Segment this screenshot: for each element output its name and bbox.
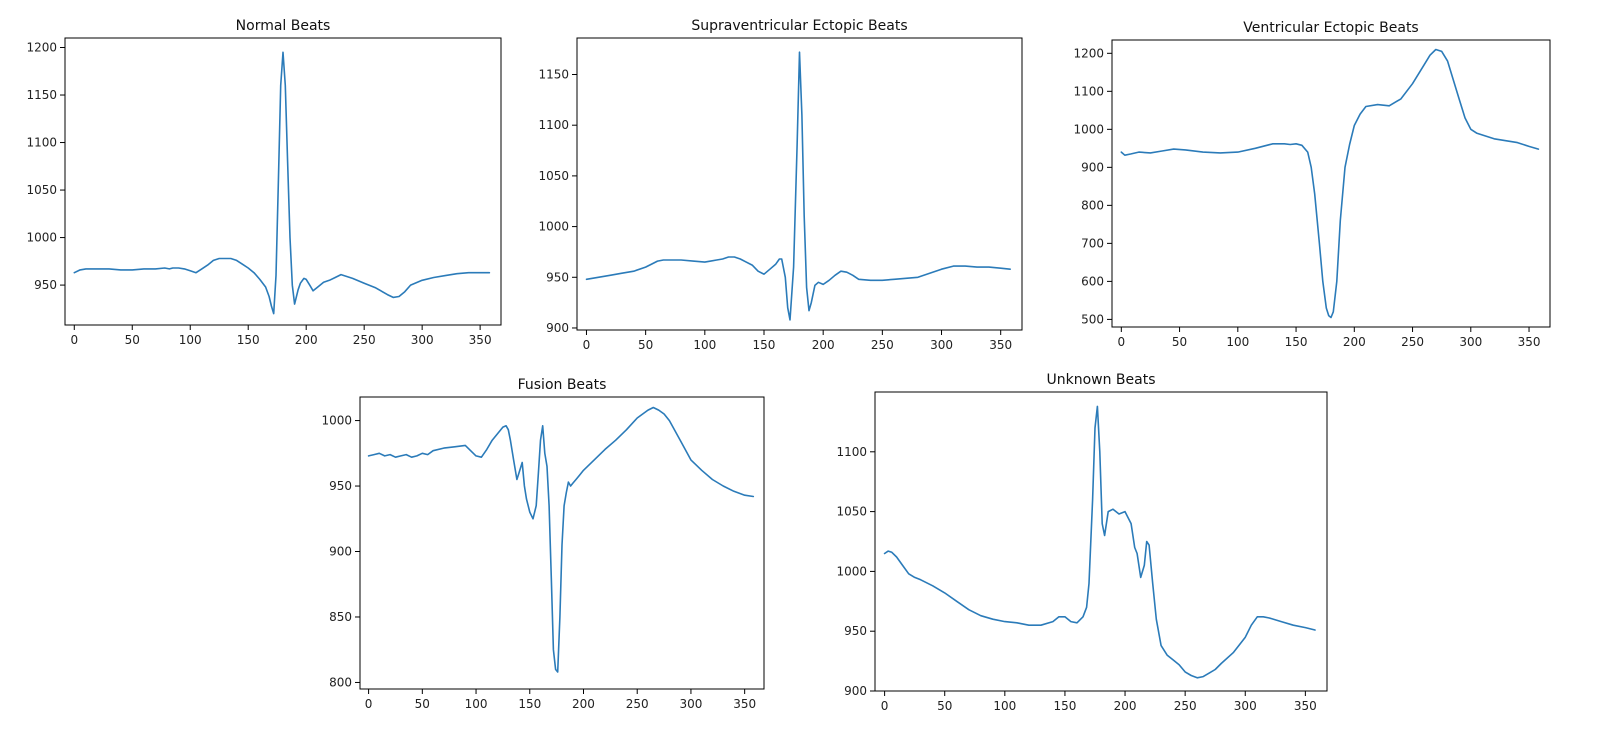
subplot-5: Unknown Beats 0 50 100 150 200 250 300 350 900 950… bbox=[836, 372, 1328, 713]
x-tick-label: 150 bbox=[237, 333, 260, 347]
y-tick-label: 800 bbox=[1081, 198, 1104, 212]
y-tick-label: 900 bbox=[1081, 160, 1104, 174]
y-tick-label: 500 bbox=[1081, 312, 1104, 326]
y-tick-label: 1050 bbox=[836, 505, 867, 519]
y-tick-label: 1000 bbox=[538, 220, 569, 234]
series-line bbox=[883, 405, 1316, 679]
y-tick-label: 1100 bbox=[538, 118, 569, 132]
y-tick-label: 800 bbox=[329, 675, 352, 689]
y-tick-label: 1000 bbox=[836, 564, 867, 578]
x-tick-label: 150 bbox=[753, 338, 776, 352]
y-tick-label: 1150 bbox=[538, 68, 569, 82]
x-tick-label: 350 bbox=[1294, 699, 1317, 713]
x-tick-label: 200 bbox=[572, 697, 595, 711]
y-tick-label: 950 bbox=[329, 479, 352, 493]
y-tick-label: 700 bbox=[1081, 236, 1104, 250]
x-tick-label: 200 bbox=[1114, 699, 1137, 713]
y-tick-label: 1000 bbox=[26, 231, 57, 245]
x-tick-label: 0 bbox=[583, 338, 591, 352]
y-tick-label: 900 bbox=[844, 684, 867, 698]
x-tick-label: 150 bbox=[518, 697, 541, 711]
y-tick-label: 1200 bbox=[1073, 46, 1104, 60]
y-tick-label: 1200 bbox=[26, 41, 57, 55]
x-tick-label: 150 bbox=[1053, 699, 1076, 713]
x-tick-label: 250 bbox=[626, 697, 649, 711]
axes-frame bbox=[576, 37, 1023, 331]
x-tick-label: 250 bbox=[1401, 335, 1424, 349]
x-tick-label: 350 bbox=[733, 697, 756, 711]
y-tick-label: 600 bbox=[1081, 274, 1104, 288]
x-tick-label: 50 bbox=[125, 333, 140, 347]
x-tick-label: 250 bbox=[1174, 699, 1197, 713]
series-line bbox=[585, 51, 1011, 321]
subplot-2: Supraventricular Ectopic Beats 0 50 100 150 2… bbox=[538, 18, 1023, 352]
chart-title: Normal Beats bbox=[236, 18, 331, 34]
x-tick-label: 200 bbox=[812, 338, 835, 352]
axes-frame bbox=[359, 396, 765, 690]
x-tick-label: 0 bbox=[1117, 335, 1125, 349]
x-tick-label: 100 bbox=[993, 699, 1016, 713]
x-tick-label: 300 bbox=[1459, 335, 1482, 349]
y-tick-label: 1000 bbox=[321, 414, 352, 428]
axes-frame bbox=[64, 37, 502, 326]
y-tick-label: 850 bbox=[329, 610, 352, 624]
x-tick-label: 50 bbox=[1172, 335, 1187, 349]
subplot-1: Normal Beats 0 50 100 150 200 250 300 350 950 1000… bbox=[26, 18, 502, 347]
x-tick-label: 100 bbox=[693, 338, 716, 352]
x-tick-label: 350 bbox=[989, 338, 1012, 352]
x-tick-label: 350 bbox=[469, 333, 492, 347]
x-tick-label: 50 bbox=[638, 338, 653, 352]
x-tick-label: 50 bbox=[937, 699, 952, 713]
chart-title: Supraventricular Ectopic Beats bbox=[691, 18, 907, 34]
x-tick-label: 300 bbox=[1234, 699, 1257, 713]
x-tick-label: 350 bbox=[1518, 335, 1541, 349]
y-tick-label: 950 bbox=[546, 270, 569, 284]
x-tick-label: 300 bbox=[930, 338, 953, 352]
series-line bbox=[1120, 48, 1540, 319]
subplot-3: Ventricular Ectopic Beats 0 50 100 150 200 250… bbox=[1073, 20, 1551, 349]
x-tick-label: 50 bbox=[415, 697, 430, 711]
y-tick-label: 900 bbox=[329, 545, 352, 559]
y-tick-label: 950 bbox=[34, 278, 57, 292]
x-tick-label: 150 bbox=[1285, 335, 1308, 349]
subplot-4: Fusion Beats 0 50 100 150 200 250 300 350 800 850 9… bbox=[321, 377, 765, 711]
x-tick-label: 250 bbox=[871, 338, 894, 352]
y-tick-label: 950 bbox=[844, 624, 867, 638]
series-line bbox=[367, 406, 755, 673]
x-tick-label: 0 bbox=[70, 333, 78, 347]
x-tick-label: 250 bbox=[353, 333, 376, 347]
series-line bbox=[73, 51, 491, 315]
x-tick-label: 300 bbox=[411, 333, 434, 347]
y-tick-label: 1000 bbox=[1073, 122, 1104, 136]
chart-title: Unknown Beats bbox=[1046, 372, 1155, 388]
x-tick-label: 200 bbox=[295, 333, 318, 347]
x-tick-label: 200 bbox=[1343, 335, 1366, 349]
x-tick-label: 100 bbox=[1226, 335, 1249, 349]
y-tick-label: 1150 bbox=[26, 88, 57, 102]
axes-frame bbox=[1111, 39, 1551, 328]
y-tick-label: 1100 bbox=[26, 136, 57, 150]
y-tick-label: 1100 bbox=[1073, 84, 1104, 98]
y-tick-label: 1100 bbox=[836, 445, 867, 459]
x-tick-label: 0 bbox=[365, 697, 373, 711]
y-tick-label: 1050 bbox=[538, 169, 569, 183]
axes-frame bbox=[874, 391, 1328, 692]
chart-title: Fusion Beats bbox=[518, 377, 607, 393]
chart-title: Ventricular Ectopic Beats bbox=[1243, 20, 1418, 36]
x-tick-label: 100 bbox=[179, 333, 202, 347]
x-tick-label: 100 bbox=[465, 697, 488, 711]
x-tick-label: 0 bbox=[881, 699, 889, 713]
y-tick-label: 1050 bbox=[26, 183, 57, 197]
x-tick-label: 300 bbox=[679, 697, 702, 711]
y-tick-label: 900 bbox=[546, 321, 569, 335]
